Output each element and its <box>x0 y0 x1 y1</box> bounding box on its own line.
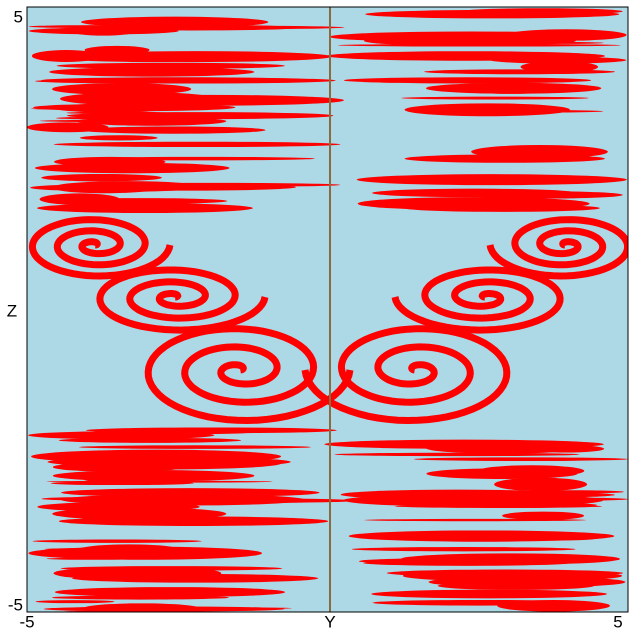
texture <box>357 174 627 185</box>
texture <box>49 67 254 76</box>
texture <box>40 193 120 205</box>
texture <box>365 10 619 18</box>
texture <box>35 163 230 173</box>
texture <box>56 117 152 120</box>
texture <box>352 547 576 551</box>
texture <box>27 122 108 132</box>
texture <box>53 566 221 580</box>
texture <box>334 453 580 456</box>
texture <box>33 104 236 112</box>
texture <box>79 445 311 449</box>
texture <box>54 142 341 147</box>
y-axis-label: Z <box>7 301 17 320</box>
texture <box>41 174 162 181</box>
texture <box>403 570 622 581</box>
texture <box>426 468 577 479</box>
texture <box>86 427 337 433</box>
texture <box>66 481 194 485</box>
texture <box>401 553 620 564</box>
texture <box>59 516 328 526</box>
texture <box>327 51 605 61</box>
texture <box>414 457 628 461</box>
texture <box>354 491 615 498</box>
texture <box>349 530 614 541</box>
texture <box>438 582 594 590</box>
texture <box>344 77 591 83</box>
texture <box>52 83 191 95</box>
texture <box>405 154 605 162</box>
y-tick-label: -5 <box>8 595 23 614</box>
texture <box>37 502 199 511</box>
texture <box>80 135 158 140</box>
texture <box>401 97 589 100</box>
texture <box>330 31 612 42</box>
texture <box>59 457 281 469</box>
texture <box>36 600 115 603</box>
texture <box>405 103 570 116</box>
texture <box>502 512 584 520</box>
texture <box>63 51 332 62</box>
texture <box>424 69 615 74</box>
x-tick-label: -5 <box>19 612 34 631</box>
y-tick-label: 5 <box>14 7 23 26</box>
texture <box>426 442 579 453</box>
texture <box>79 157 315 161</box>
texture <box>85 25 299 31</box>
texture <box>52 596 229 600</box>
texture <box>494 478 587 491</box>
texture <box>373 600 586 606</box>
chart: Y Z -5 5 -5 5 <box>0 0 630 635</box>
texture <box>371 590 607 599</box>
texture <box>395 505 603 508</box>
x-axis-label: Y <box>324 612 335 631</box>
texture <box>61 488 319 497</box>
texture <box>426 83 602 94</box>
x-tick-label: 5 <box>613 612 622 631</box>
texture <box>55 587 285 597</box>
texture <box>44 606 285 611</box>
texture <box>28 547 262 560</box>
texture <box>81 126 265 133</box>
texture <box>87 183 341 187</box>
texture <box>405 204 600 211</box>
texture <box>33 539 202 542</box>
texture <box>461 191 622 198</box>
texture <box>64 78 336 84</box>
texture <box>66 112 168 114</box>
texture <box>42 497 160 501</box>
texture <box>524 42 604 44</box>
